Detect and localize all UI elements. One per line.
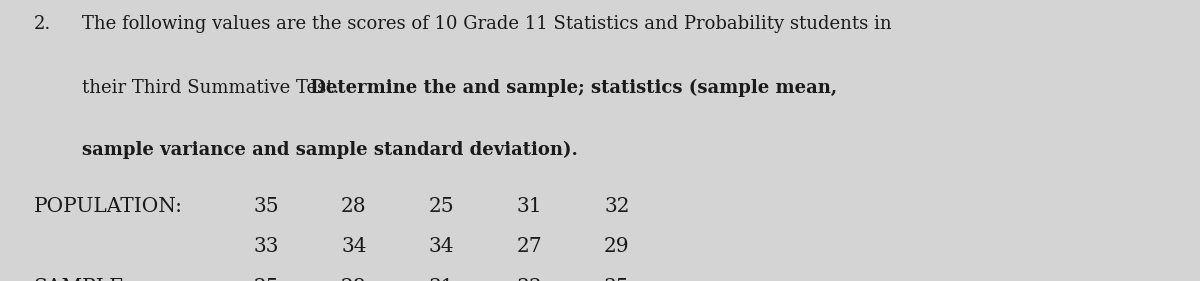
Text: 33: 33: [516, 278, 542, 281]
Text: their Third Summative Test.: their Third Summative Test.: [82, 79, 338, 97]
Text: 28: 28: [341, 278, 367, 281]
Text: 2.: 2.: [34, 15, 50, 33]
Text: 34: 34: [341, 237, 367, 257]
Text: 34: 34: [428, 237, 455, 257]
Text: 28: 28: [341, 197, 367, 216]
Text: POPULATION:: POPULATION:: [34, 197, 182, 216]
Text: 31: 31: [428, 278, 455, 281]
Text: 31: 31: [516, 197, 542, 216]
Text: 35: 35: [253, 197, 280, 216]
Text: 35: 35: [604, 278, 630, 281]
Text: Determine the and sample; statistics (sample mean,: Determine the and sample; statistics (sa…: [304, 79, 836, 97]
Text: 25: 25: [428, 197, 455, 216]
Text: 33: 33: [253, 237, 280, 257]
Text: sample variance and sample standard deviation).: sample variance and sample standard devi…: [82, 140, 577, 159]
Text: 25: 25: [253, 278, 280, 281]
Text: 29: 29: [604, 237, 630, 257]
Text: The following values are the scores of 10 Grade 11 Statistics and Probability st: The following values are the scores of 1…: [82, 15, 892, 33]
Text: SAMPLE:: SAMPLE:: [34, 278, 131, 281]
Text: 32: 32: [604, 197, 630, 216]
Text: 27: 27: [516, 237, 542, 257]
